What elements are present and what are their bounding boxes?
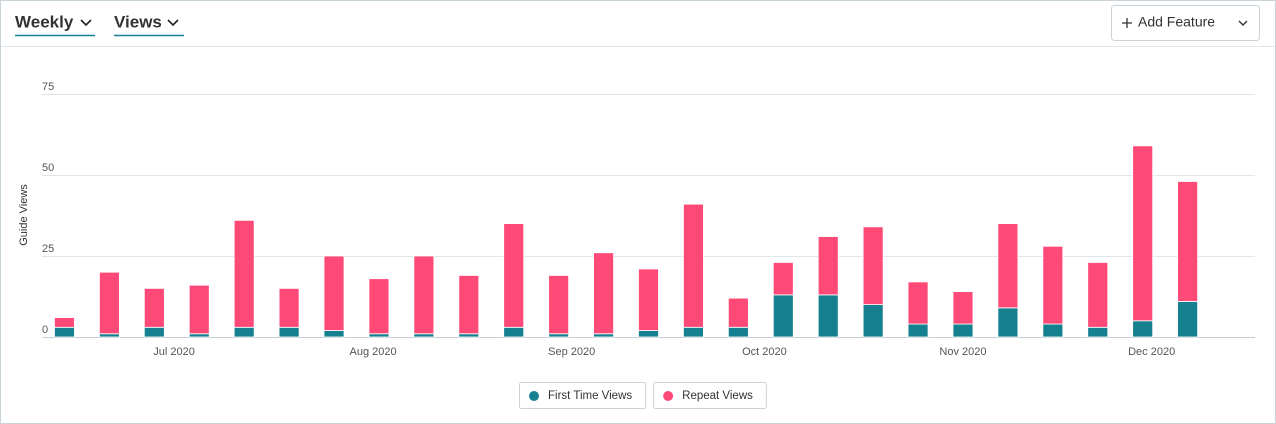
bar-segment	[772, 294, 794, 338]
bar-segment	[143, 287, 165, 328]
bar-segment	[54, 326, 75, 338]
legend-swatch	[663, 391, 674, 401]
bar-segment	[727, 297, 749, 328]
legend-item[interactable]: Repeat Views	[653, 382, 767, 409]
bar-segment	[593, 252, 614, 335]
chevron	[80, 19, 92, 27]
bar-segment	[593, 333, 614, 338]
bar-segment	[413, 333, 435, 338]
bar-segment	[907, 281, 929, 325]
chevron	[167, 19, 179, 27]
add-feature-button[interactable]: Add Feature	[1111, 5, 1260, 41]
bar-segment	[323, 330, 345, 338]
bar-segment	[368, 278, 390, 335]
bar-segment	[683, 203, 704, 328]
x-tick-label: Jul 2020	[153, 346, 195, 358]
metric-dropdown[interactable]: Views	[114, 12, 184, 37]
bar-segment	[98, 271, 120, 335]
period-label: Weekly	[15, 12, 74, 31]
bar-segment	[862, 304, 884, 338]
bar-segment	[233, 326, 255, 338]
bar-segment	[727, 326, 749, 338]
bar-segment	[503, 326, 525, 338]
bar-segment	[278, 287, 300, 328]
bar-segment	[188, 284, 210, 335]
bar-segment	[548, 275, 570, 335]
legend-swatch	[529, 391, 539, 401]
bar-segment	[1177, 181, 1199, 302]
bar-segment	[817, 236, 839, 296]
bar-segment	[548, 333, 570, 338]
legend-box	[653, 382, 767, 409]
bar-segment	[1087, 326, 1109, 338]
y-tick-label: 25	[42, 243, 54, 255]
bar-segment	[1042, 245, 1064, 325]
bar-segment	[1132, 145, 1154, 322]
bar-segment	[1177, 300, 1199, 338]
bar-segment	[143, 326, 165, 338]
bar-segment	[413, 255, 435, 335]
bar-segment	[638, 268, 659, 331]
x-tick-label: Sep 2020	[548, 346, 595, 358]
bar-segment	[952, 323, 974, 338]
x-tick-label: Nov 2020	[939, 346, 986, 358]
button-box	[1111, 5, 1260, 41]
y-axis-label: Guide Views	[18, 184, 30, 246]
legend-item[interactable]: First Time Views	[519, 382, 647, 409]
button-label: Add Feature	[1138, 14, 1215, 30]
bar-segment	[458, 275, 480, 335]
bar-segment	[98, 333, 120, 338]
bar-segment	[233, 219, 255, 328]
bar-segment	[54, 317, 75, 328]
bar-segment	[458, 333, 480, 338]
bar-segment	[997, 223, 1019, 309]
y-tick-label: 50	[42, 162, 54, 174]
legend-label: First Time Views	[548, 390, 632, 402]
bar-segment	[683, 326, 704, 338]
y-tick-label: 75	[42, 81, 54, 93]
bar-segment	[503, 223, 525, 328]
bar-segment	[368, 333, 390, 338]
x-tick-label: Dec 2020	[1128, 346, 1175, 358]
plus-icon	[1122, 18, 1132, 28]
bar-segment	[638, 330, 659, 338]
bar-segment	[323, 255, 345, 331]
bar-segment	[907, 323, 929, 338]
bar-segment	[817, 294, 839, 338]
x-tick-label: Aug 2020	[350, 346, 397, 358]
bar-segment	[278, 326, 300, 338]
x-tick-label: Oct 2020	[742, 346, 787, 358]
bar-segment	[862, 226, 884, 305]
chevron	[1238, 20, 1248, 26]
bar-segment	[1087, 262, 1109, 328]
legend-label: Repeat Views	[682, 390, 753, 402]
bar-segment	[188, 333, 210, 338]
legend-box	[519, 382, 647, 409]
metric-label: Views	[114, 12, 162, 31]
bar-segment	[772, 262, 794, 296]
y-tick-label: 0	[42, 324, 48, 336]
bar-segment	[1132, 320, 1154, 338]
bar-segment	[1042, 323, 1064, 338]
bar-segment	[997, 307, 1019, 338]
period-dropdown[interactable]: Weekly	[15, 12, 95, 37]
bar-segment	[952, 291, 974, 325]
